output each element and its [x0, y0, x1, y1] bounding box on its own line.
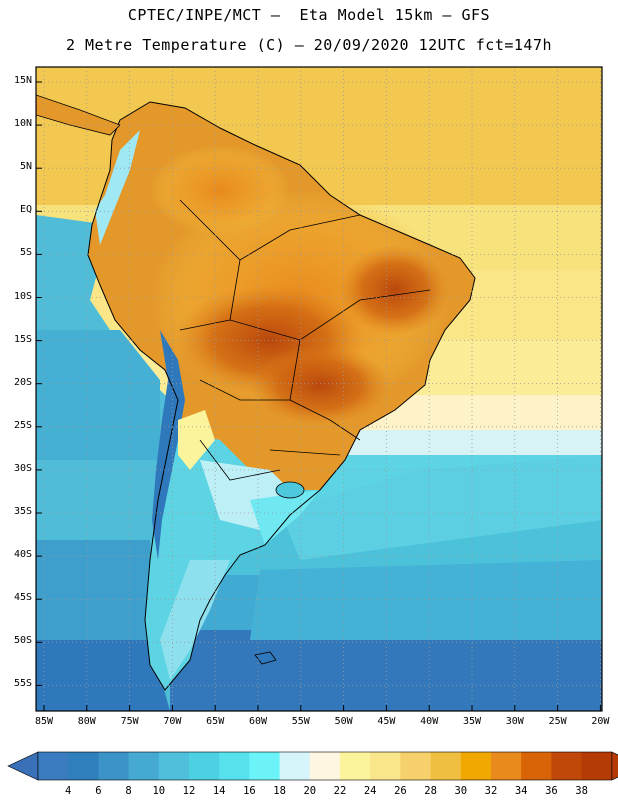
latitude-label: 10S	[13, 290, 32, 302]
colorbar-label: 30	[454, 785, 468, 797]
colorbar-label: 32	[484, 785, 498, 797]
colorbar-label: 4	[65, 785, 72, 797]
colorbar-label: 18	[273, 785, 286, 797]
latitude-label: 55S	[13, 678, 32, 690]
longitude-label: 85W	[34, 716, 54, 727]
map-title-line-2: 2 Metre Temperature (C) – 20/09/2020 12U…	[65, 36, 553, 54]
colorbar-swatch	[430, 752, 462, 780]
map-frame	[35, 66, 603, 712]
colorbar-swatch	[309, 752, 341, 780]
longitude-label: 55W	[291, 716, 310, 727]
latitude-label: 45S	[13, 592, 32, 604]
colorbar-swatch	[551, 752, 583, 780]
colorbar-swatch	[189, 752, 220, 780]
colorbar-right-arrow	[611, 751, 618, 781]
latitude-label: 5S	[19, 247, 32, 259]
colorbar-swatch	[219, 752, 250, 780]
colorbar-label: 6	[95, 785, 102, 797]
colorbar-label: 28	[424, 785, 437, 797]
map-field	[36, 67, 602, 711]
colorbar-swatch	[491, 752, 522, 780]
colorbar-swatch	[249, 752, 281, 780]
colorbar-swatch	[158, 752, 190, 780]
longitude-label: 45W	[377, 716, 396, 727]
colorbar-label: 24	[363, 785, 377, 797]
latitude-label: 50S	[13, 635, 32, 647]
colorbar-label: 16	[243, 785, 256, 797]
colorbar-label: 38	[575, 785, 588, 797]
colorbar-swatch	[279, 752, 311, 780]
colorbar-swatch	[521, 752, 552, 780]
longitude-label: 20W	[591, 716, 610, 727]
longitude-label: 80W	[77, 716, 96, 727]
longitude-label: 50W	[334, 716, 353, 727]
latitude-label: EQ	[19, 204, 32, 216]
longitude-label: 25W	[548, 716, 567, 727]
colorbar-label: 36	[545, 785, 558, 797]
colorbar-swatch	[68, 752, 99, 780]
temperature-colorbar	[7, 751, 618, 781]
colorbar-label: 12	[182, 785, 196, 797]
longitude-label: 60W	[248, 716, 268, 727]
longitude-label: 35W	[462, 716, 482, 727]
colorbar-label: 10	[152, 785, 166, 797]
longitude-label: 75W	[120, 716, 139, 727]
colorbar-label: 20	[303, 785, 317, 797]
longitude-label: 40W	[420, 716, 439, 727]
colorbar-label: 26	[394, 785, 407, 797]
colorbar-swatch	[98, 752, 130, 780]
latitude-label: 30S	[13, 462, 32, 474]
colorbar-label: 14	[212, 785, 226, 797]
longitude-label: 65W	[206, 716, 225, 727]
graticule	[36, 67, 602, 711]
longitude-label: 70W	[163, 716, 182, 727]
latitude-label: 20S	[13, 376, 32, 388]
map-title-line-1: CPTEC/INPE/MCT – Eta Model 15km – GFS	[127, 6, 491, 24]
latitude-label: 35S	[13, 506, 32, 517]
colorbar-label: 8	[125, 785, 132, 797]
colorbar-swatch	[460, 752, 492, 780]
longitude-label: 30W	[505, 716, 524, 727]
colorbar-swatch	[400, 752, 432, 780]
latitude-label: 5N	[19, 161, 32, 173]
latitude-label: 25S	[13, 419, 32, 431]
colorbar-swatch	[581, 752, 613, 780]
latitude-label: 15S	[13, 333, 32, 345]
colorbar-swatch	[38, 752, 69, 780]
colorbar-swatch	[128, 752, 160, 780]
latitude-label: 15N	[13, 75, 32, 86]
colorbar-swatch	[340, 752, 371, 780]
colorbar-label: 34	[514, 785, 528, 797]
latitude-label: 40S	[13, 549, 32, 561]
colorbar-label: 22	[333, 785, 347, 797]
latitude-label: 10N	[13, 118, 32, 130]
colorbar-swatch	[370, 752, 401, 780]
colorbar-left-arrow	[7, 751, 39, 781]
